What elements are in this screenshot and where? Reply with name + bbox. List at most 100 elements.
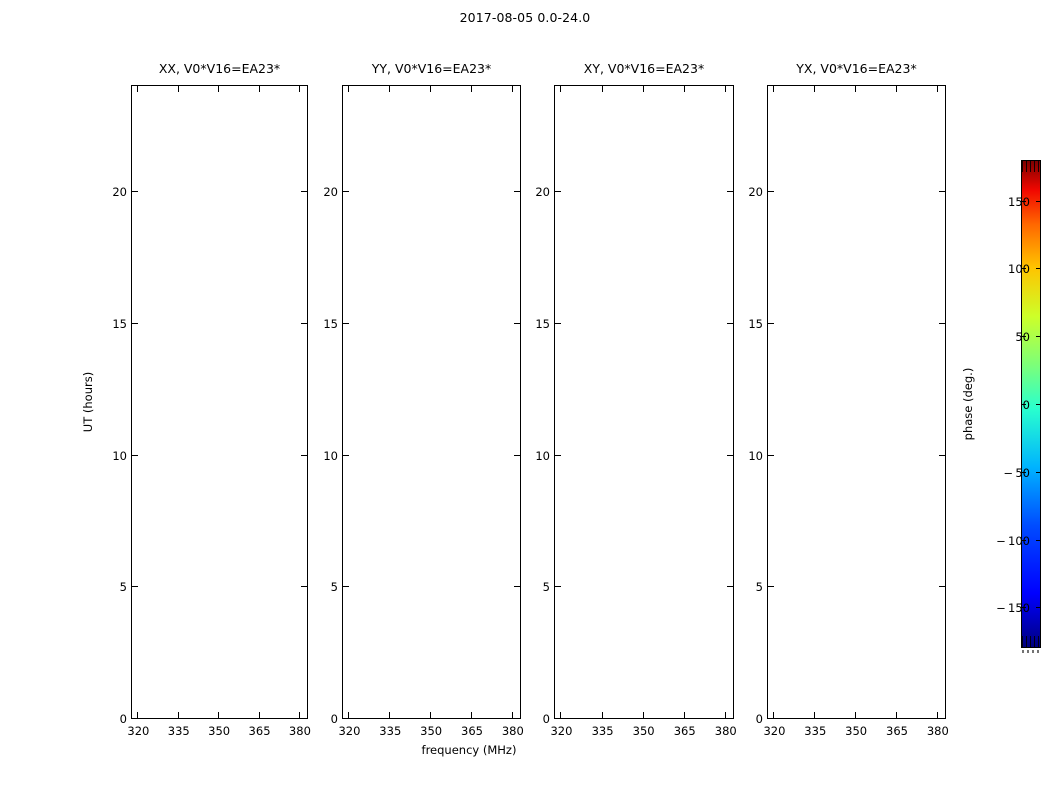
ytick-0: 0 xyxy=(120,712,138,726)
xtick-top-365 xyxy=(258,86,260,92)
ytick-right-15 xyxy=(514,323,520,324)
xtick-label-350: 350 xyxy=(845,724,868,738)
xtick-label-335: 335 xyxy=(167,724,190,738)
ytick-label-15: 15 xyxy=(535,317,550,331)
ytick-10: 10 xyxy=(748,449,774,463)
ytick-20: 20 xyxy=(323,185,349,199)
ytick-right-5 xyxy=(939,586,945,588)
ytick-label-5: 5 xyxy=(330,580,338,595)
xtick-top-335 xyxy=(601,86,603,92)
ytick-right-0 xyxy=(514,718,520,719)
xtick-label-320: 320 xyxy=(763,724,786,738)
ytick-10: 10 xyxy=(535,449,561,463)
colorbar-axis-label: phase (deg.) xyxy=(961,367,975,441)
xtick-label-380: 380 xyxy=(288,724,311,738)
ytick-right-15 xyxy=(939,323,945,324)
xtick-top-350 xyxy=(642,86,644,92)
xtick-top-380 xyxy=(936,86,938,92)
colorbar-baseline-hatch xyxy=(1022,650,1040,653)
ytick-right-5 xyxy=(727,586,733,588)
ytick-label-20: 20 xyxy=(748,185,763,200)
colorbar-ticklabel-neg100: − 100 xyxy=(996,533,1030,548)
xtick-350: 350 xyxy=(845,712,867,738)
ytick-label-10: 10 xyxy=(112,448,127,463)
ytick-label-0: 0 xyxy=(755,712,763,726)
colorbar-tick-left-150 xyxy=(1021,200,1026,202)
ytick-right-20 xyxy=(939,191,945,193)
colorbar-tick-neg100: − 100 xyxy=(996,534,1041,548)
ytick-5: 5 xyxy=(543,580,561,594)
colorbar-tick-150: 150 xyxy=(1008,195,1041,209)
xtick-320: 320 xyxy=(338,712,360,738)
xtick-335: 335 xyxy=(168,712,190,738)
ytick-right-10 xyxy=(939,454,945,456)
ytick-15: 15 xyxy=(535,317,561,331)
ytick-0: 0 xyxy=(331,712,349,726)
plot-panel-xx[interactable]: XX, V0*V16=EA23* 0 5 10 15 20 320 335 xyxy=(112,61,311,738)
colorbar-ticklabel-150: 150 xyxy=(1008,194,1030,209)
ytick-label-5: 5 xyxy=(119,580,127,595)
ytick-20: 20 xyxy=(112,185,138,199)
plot-panel-xy[interactable]: XY, V0*V16=EA23* 0 5 10 15 20 320 335 35 xyxy=(535,61,736,738)
xtick-365: 365 xyxy=(886,712,908,738)
xtick-top-335 xyxy=(177,86,179,92)
colorbar-ticklabel-100: 100 xyxy=(1008,262,1030,277)
x-axis-label-text: frequency (MHz) xyxy=(421,743,517,757)
panel-title-yy: YY, V0*V16=EA23* xyxy=(371,61,492,76)
ytick-label-10: 10 xyxy=(748,448,763,463)
xtick-label-365: 365 xyxy=(248,724,271,738)
ytick-10: 10 xyxy=(112,449,138,463)
plot-panel-yx[interactable]: YX, V0*V16=EA23* 0 5 10 15 20 320 335 35 xyxy=(748,61,949,738)
xtick-label-350: 350 xyxy=(208,724,231,738)
ytick-label-15: 15 xyxy=(748,317,763,331)
colorbar[interactable]: 150 100 50 0 − 50 − 100 − 150 xyxy=(996,160,1041,648)
colorbar-ticklabel-0: 0 xyxy=(1022,398,1030,412)
colorbar-tick-left-neg100 xyxy=(1021,539,1026,541)
colorbar-tick-neg50: − 50 xyxy=(1003,466,1041,480)
xtick-top-380 xyxy=(724,86,726,92)
xtick-label-350: 350 xyxy=(632,724,655,738)
ytick-15: 15 xyxy=(323,317,349,331)
ytick-label-15: 15 xyxy=(112,317,127,331)
colorbar-ticklabel-50: 50 xyxy=(1015,330,1030,345)
plot-panel-yy[interactable]: YY, V0*V16=EA23* 0 5 10 15 20 320 335 35 xyxy=(323,61,523,738)
ytick-right-10 xyxy=(514,454,520,456)
colorbar-tick-left-50 xyxy=(1021,336,1026,338)
xtick-label-380: 380 xyxy=(926,724,949,738)
panel-title-xy: XY, V0*V16=EA23* xyxy=(583,61,705,76)
ytick-right-15 xyxy=(301,323,307,324)
xtick-top-350 xyxy=(430,86,432,92)
colorbar-ticklabel-neg50: − 50 xyxy=(1003,465,1030,480)
xtick-label-320: 320 xyxy=(127,724,150,738)
xtick-top-320 xyxy=(348,86,350,92)
ytick-label-0: 0 xyxy=(330,712,338,726)
ytick-right-5 xyxy=(301,586,307,588)
xtick-top-350 xyxy=(855,86,857,92)
figure-suptitle: 2017-08-05 0.0-24.0 xyxy=(459,10,591,25)
xtick-top-320 xyxy=(137,86,139,92)
ytick-right-10 xyxy=(727,454,733,456)
xtick-320: 320 xyxy=(763,712,785,738)
ytick-label-20: 20 xyxy=(112,185,127,200)
panel-title-yx: YX, V0*V16=EA23* xyxy=(796,61,917,76)
ytick-label-5: 5 xyxy=(755,580,763,595)
ytick-label-10: 10 xyxy=(323,448,338,463)
ytick-right-0 xyxy=(939,718,945,719)
ytick-label-10: 10 xyxy=(535,448,550,463)
ytick-right-10 xyxy=(301,454,307,456)
xtick-label-335: 335 xyxy=(591,724,614,738)
xtick-label-335: 335 xyxy=(804,724,827,738)
xtick-top-365 xyxy=(470,86,472,92)
colorbar-extend-max-hatch xyxy=(1022,161,1040,172)
xtick-label-320: 320 xyxy=(550,724,573,738)
ytick-15: 15 xyxy=(112,317,138,331)
ytick-15: 15 xyxy=(748,317,774,331)
xtick-top-380 xyxy=(298,86,300,92)
xtick-335: 335 xyxy=(804,712,826,738)
ytick-0: 0 xyxy=(543,712,561,726)
ytick-label-0: 0 xyxy=(542,712,550,726)
xtick-380: 380 xyxy=(927,712,949,738)
xtick-350: 350 xyxy=(633,712,655,738)
ytick-5: 5 xyxy=(120,580,138,594)
